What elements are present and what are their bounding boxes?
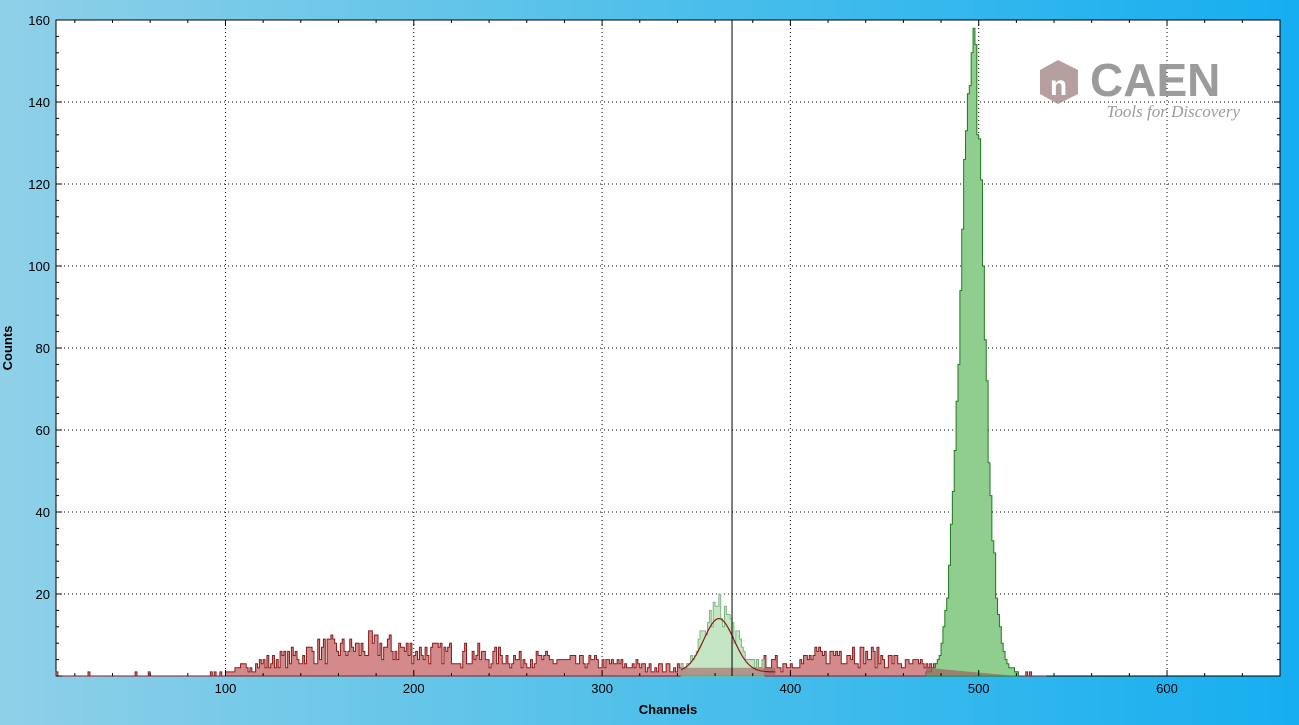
gaussian-fit-line [680, 617, 776, 673]
x-tick-label: 100 [215, 681, 237, 696]
caen-mark-icon: n [1040, 60, 1078, 104]
peak1-baseline [681, 667, 776, 676]
y-tick-label: 120 [28, 177, 50, 192]
grid-lines [56, 19, 1280, 676]
x-tick-label: 600 [1156, 681, 1178, 696]
peak-region-1 [680, 593, 765, 677]
y-tick-label: 140 [28, 95, 50, 110]
y-tick-label: 40 [36, 505, 50, 520]
x-tick-label: 200 [403, 681, 425, 696]
y-axis-title: Counts [0, 326, 15, 371]
caen-logo: n CAEN Tools for Discovery [1040, 54, 1240, 121]
peak2-baseline [925, 667, 1017, 676]
y-tick-label: 20 [36, 587, 50, 602]
logo-brand: CAEN [1090, 54, 1220, 106]
y-tick-label: 100 [28, 259, 50, 274]
x-tick-label: 300 [591, 681, 613, 696]
background-spectrum [55, 630, 1047, 677]
x-axis-title: Channels [639, 702, 698, 717]
y-tick-label: 160 [28, 13, 50, 28]
svg-text:n: n [1050, 70, 1067, 101]
logo-tagline: Tools for Discovery [1107, 102, 1241, 121]
peak-region-2 [925, 27, 1019, 677]
gaussian-fit [680, 617, 776, 673]
histogram-bars [55, 27, 1047, 677]
axes: 100 200 300 400 500 600 20 40 60 80 100 120 140 160 [28, 13, 1281, 696]
y-tick-label: 60 [36, 423, 50, 438]
x-tick-label: 400 [780, 681, 802, 696]
x-tick-label: 500 [968, 681, 990, 696]
y-tick-label: 80 [36, 341, 50, 356]
